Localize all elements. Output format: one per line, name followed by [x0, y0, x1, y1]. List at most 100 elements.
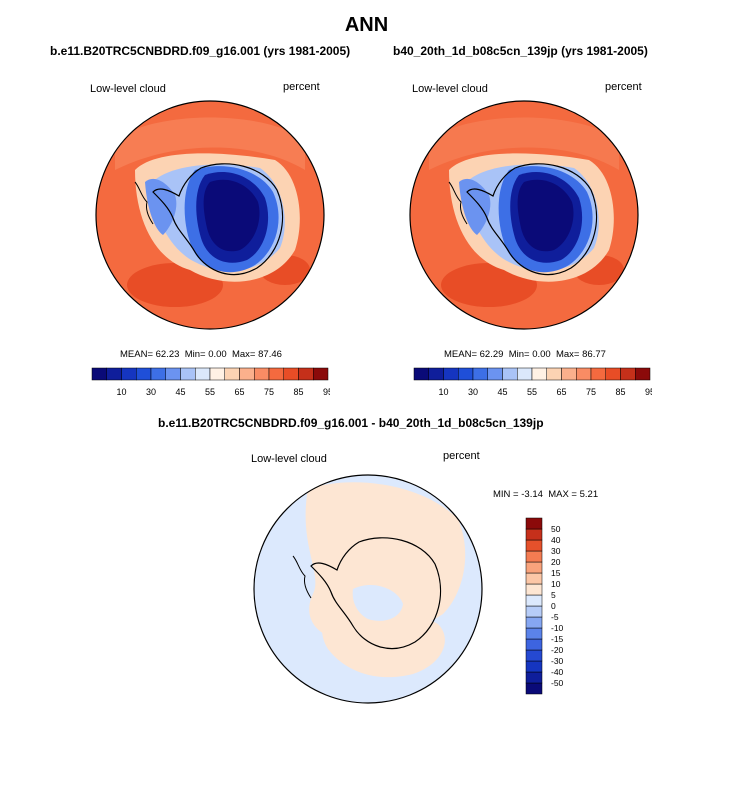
panel3-colorbar-tick-label: 5: [551, 590, 556, 600]
panel3-stats: MIN = -3.14 MAX = 5.21: [493, 489, 598, 500]
panel2-colorbar-tick-label: 95: [645, 387, 652, 397]
panel1-colorbar-box: [165, 367, 181, 381]
panel1-colorbar-box: [313, 367, 329, 381]
panel1-colorbar-box: [224, 367, 240, 381]
panel3-min-label: MIN =: [493, 489, 519, 500]
panel2-colorbar-box: [531, 367, 547, 381]
panel1-min-value: 0.00: [208, 349, 227, 360]
panel2-colorbar-box: [590, 367, 606, 381]
panel2-units-label: percent: [605, 81, 642, 93]
panel3-colorbar-tick-label: 0: [551, 601, 556, 611]
panel2-mean-label: MEAN=: [444, 349, 477, 360]
panel1-colorbar-box: [239, 367, 255, 381]
panel1-stats: MEAN= 62.23 Min= 0.00 Max= 87.46: [120, 349, 282, 360]
panel3-colorbar-box: [525, 539, 543, 552]
panel1-colorbar-box: [195, 367, 211, 381]
panel3-polar-map: [253, 474, 483, 704]
panel3-colorbar-box: [525, 528, 543, 541]
figure-title: ANN: [344, 14, 389, 36]
panel3-negative-patch: [352, 584, 403, 621]
panel2-peninsula-region: [459, 178, 491, 235]
panel1-antarctica-coastline: [152, 163, 284, 276]
panel3-positive-region-north: [305, 482, 466, 641]
panel1-title: b.e11.B20TRC5CNBDRD.f09_g16.001 (yrs 198…: [50, 44, 351, 58]
panel2-antarctic-interior: [517, 179, 574, 252]
panel1-colorbar-box: [254, 367, 270, 381]
panel1-min-label: Min=: [184, 349, 206, 360]
panel3-colorbar-box: [525, 605, 543, 618]
panel1-max-label: Max=: [231, 349, 256, 360]
panel1-colorbar-box: [136, 367, 152, 381]
panel2-max-label: Max=: [555, 349, 580, 360]
panel1-colorbar-tick-label: 10: [116, 387, 126, 397]
panel1-colorbar-box: [298, 367, 314, 381]
panel1-peninsula-region: [145, 178, 177, 235]
panel2-colorbar-box: [487, 367, 503, 381]
panel1-mean-value: 62.23: [155, 349, 180, 360]
panel1-colorbar-tick-label: 55: [205, 387, 215, 397]
panel1-units-label: percent: [283, 81, 320, 93]
panel1-colorbar-box: [121, 367, 137, 381]
panel2-colorbar-tick-label: 45: [497, 387, 507, 397]
panel3-colorbar-tick-label: 30: [551, 546, 561, 556]
panel3-colorbar-box: [525, 561, 543, 574]
panel2-colorbar-box: [635, 367, 651, 381]
panel3-colorbar-box: [525, 572, 543, 585]
panel1-south-america-coastline: [134, 181, 154, 225]
panel1-colorbar-box: [268, 367, 284, 381]
panel2-colorbar-box: [605, 367, 621, 381]
panel3-max-label: MAX =: [548, 489, 577, 500]
panel3-colorbar-box: [525, 638, 543, 651]
panel3-colorbar-tick-label: 40: [551, 535, 561, 545]
panel3-colorbar-box: [525, 517, 543, 530]
panel1-colorbar-tick-label: 95: [323, 387, 330, 397]
panel1-colorbar-box: [91, 367, 107, 381]
panel2-colorbar-box: [561, 367, 577, 381]
panel1-colorbar-tick-label: 30: [146, 387, 156, 397]
panel2-colorbar-box: [443, 367, 459, 381]
panel3-units-label: percent: [443, 450, 480, 462]
panel3-colorbar-tick-label: -5: [551, 612, 559, 622]
panel2-colorbar-box: [620, 367, 636, 381]
panel2-min-value: 0.00: [532, 349, 551, 360]
panel2-colorbar-box: [458, 367, 474, 381]
panel2-mean-value: 62.29: [479, 349, 504, 360]
panel3-colorbar-box: [525, 671, 543, 684]
panel3-colorbar-box: [525, 649, 543, 662]
panel2-max-value: 86.77: [582, 349, 606, 360]
panel3-colorbar-tick-label: 15: [551, 568, 561, 578]
panel3-colorbar-box: [525, 594, 543, 607]
panel3-colorbar-tick-label: -20: [551, 645, 564, 655]
panel3-colorbar-tick-label: -15: [551, 634, 564, 644]
panel2-colorbar-box: [428, 367, 444, 381]
panel2-subtropical-band: [429, 117, 619, 170]
panel1-colorbar-box: [283, 367, 299, 381]
panel2-colorbar-tick-label: 55: [527, 387, 537, 397]
panel3-positive-region-south: [321, 604, 445, 678]
panel1-colorbar: 10 30 45 55 65 75 85 95: [91, 367, 330, 397]
panel3-colorbar-tick-label: -50: [551, 678, 564, 688]
panel3-colorbar-box: [525, 616, 543, 629]
panel1-colorbar-box: [106, 367, 122, 381]
panel2-colorbar-tick-label: 30: [468, 387, 478, 397]
panel2-colorbar-box: [517, 367, 533, 381]
panel3-antarctica-coastline: [310, 537, 442, 650]
panel2-colorbar-box: [502, 367, 518, 381]
panel3-colorbar-tick-label: 50: [551, 524, 561, 534]
panel3-colorbar-tick-label: 20: [551, 557, 561, 567]
panel1-polar-map: [95, 100, 325, 330]
panel1-colorbar-box: [209, 367, 225, 381]
panel2-south-america-coastline: [448, 181, 468, 225]
panel3-colorbar-box: [525, 583, 543, 596]
panel1-colorbar-tick-label: 65: [234, 387, 244, 397]
panel1-subtropical-band: [115, 117, 305, 170]
panel2-map-border: [409, 100, 639, 330]
panel2-min-label: Min=: [508, 349, 530, 360]
panel3-min-value: -3.14: [521, 489, 543, 500]
panel2-colorbar-box: [546, 367, 562, 381]
panel2-colorbar: 10 30 45 55 65 75 85 95: [413, 367, 652, 397]
panel2-colorbar-tick-label: 65: [556, 387, 566, 397]
panel1-max-value: 87.46: [258, 349, 282, 360]
panel3-colorbar-tick-label: -30: [551, 656, 564, 666]
